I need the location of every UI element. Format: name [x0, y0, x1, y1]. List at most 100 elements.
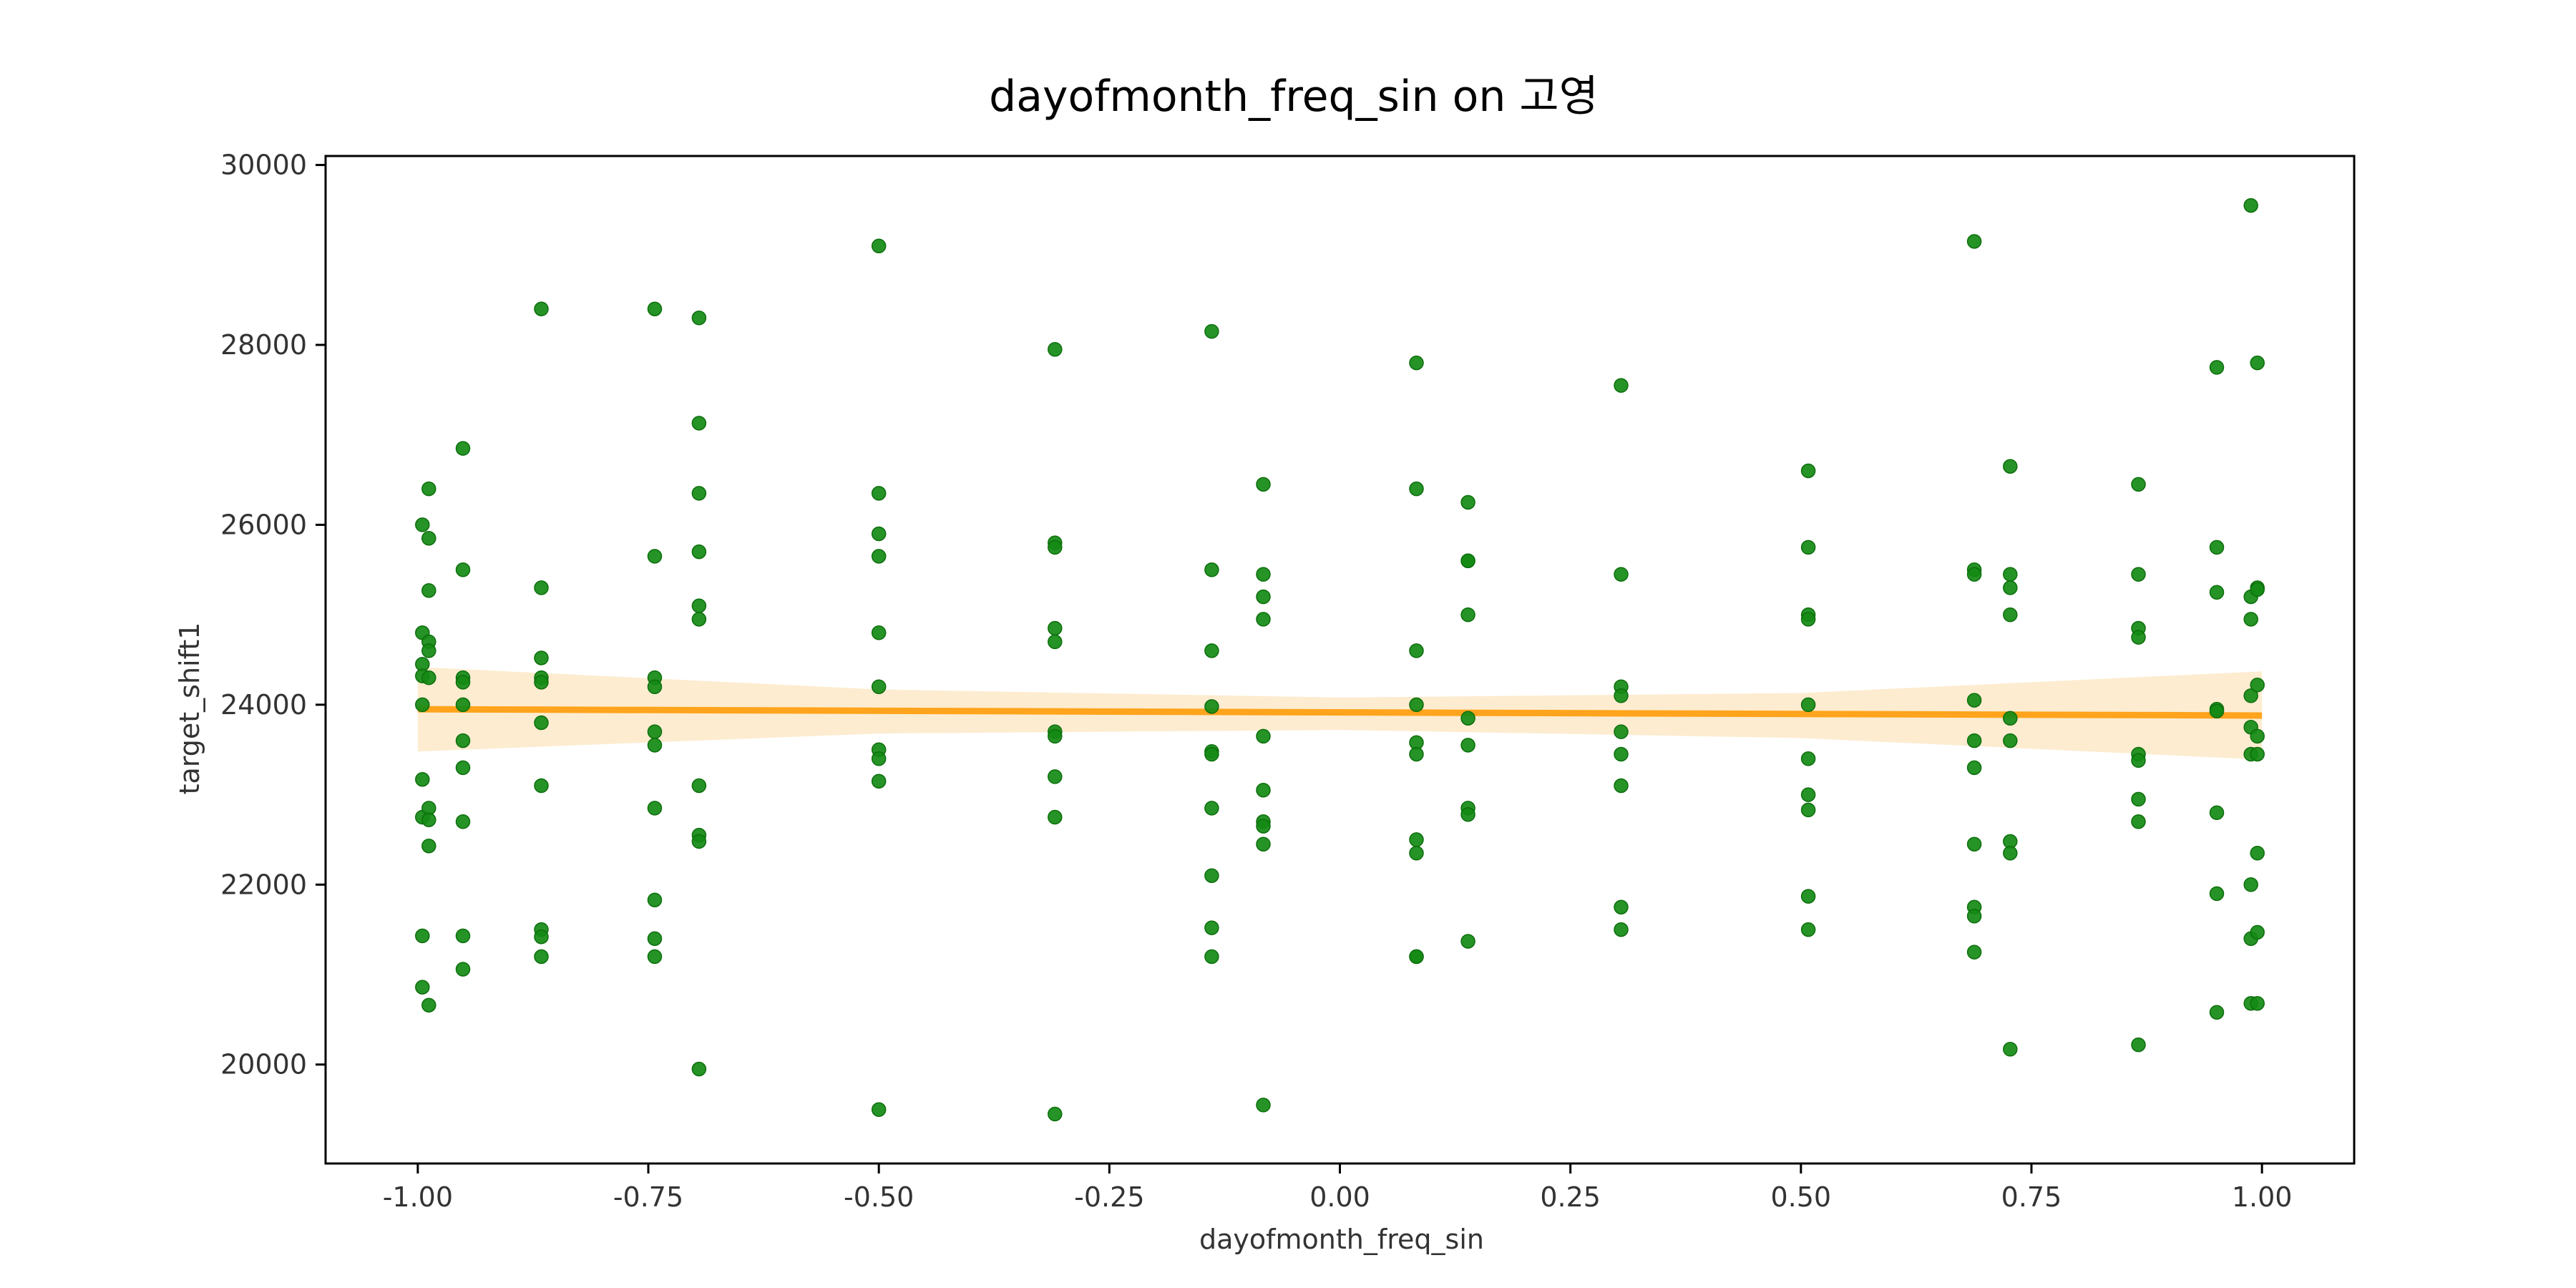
scatter-point [2209, 1005, 2225, 1020]
scatter-point [1048, 342, 1063, 357]
scatter-point [1204, 643, 1219, 658]
scatter-point [415, 980, 430, 995]
scatter-point [1460, 607, 1475, 623]
scatter-point [1204, 920, 1219, 935]
scatter-point [534, 929, 549, 945]
scatter-point [1409, 697, 1424, 713]
scatter-point [1256, 836, 1271, 852]
scatter-point [421, 582, 436, 598]
scatter-point [2250, 746, 2265, 762]
scatter-point [647, 931, 663, 946]
scatter-point [2250, 728, 2265, 744]
scatter-point [534, 715, 549, 731]
scatter-point [871, 625, 887, 640]
scatter-point [871, 679, 887, 694]
scatter-point [1460, 553, 1475, 568]
scatter-point [1409, 846, 1424, 861]
scatter-point [1614, 922, 1629, 937]
scatter-point [647, 679, 663, 694]
scatter-point [2131, 567, 2146, 582]
scatter-point [2243, 877, 2258, 892]
scatter-point [1800, 802, 1816, 818]
scatter-point [455, 962, 471, 977]
scatter-point [1460, 806, 1475, 822]
scatter-point [691, 778, 707, 794]
scatter-point [2250, 924, 2265, 940]
scatter-point [1800, 751, 1816, 766]
scatter-point [534, 949, 549, 965]
scatter-point [1460, 934, 1475, 949]
x-tick-label: -0.50 [844, 1181, 914, 1213]
x-tick-label: 1.00 [2232, 1181, 2293, 1213]
scatter-point [647, 738, 663, 753]
scatter-point [691, 834, 707, 849]
scatter-point [1460, 494, 1475, 510]
scatter-point [534, 580, 549, 595]
scatter-point [2243, 612, 2258, 627]
x-tick-label: 0.50 [1771, 1181, 1832, 1213]
scatter-point [691, 1061, 707, 1077]
scatter-point [871, 526, 887, 542]
scatter-point [2131, 477, 2146, 492]
scatter-point [415, 928, 430, 944]
scatter-point [1966, 760, 1982, 776]
scatter-point [1204, 699, 1219, 714]
scatter-point [1204, 746, 1219, 762]
scatter-point [2250, 355, 2265, 371]
scatter-point [1048, 728, 1063, 744]
scatter-point [1800, 922, 1816, 937]
scatter-point [1256, 589, 1271, 605]
scatter-point [1204, 868, 1219, 883]
y-tick-label: 22000 [220, 869, 307, 900]
scatter-point [1256, 1098, 1271, 1113]
scatter-point [691, 486, 707, 501]
scatter-point [421, 531, 436, 546]
scatter-point [1048, 1106, 1063, 1122]
scatter-point [2209, 585, 2225, 600]
chart-title: dayofmonth_freq_sin on 고영 [989, 72, 1599, 122]
y-tick-label: 24000 [220, 689, 307, 721]
y-tick-label: 30000 [220, 150, 307, 181]
y-tick-label: 20000 [220, 1049, 307, 1080]
scatter-point [2209, 703, 2225, 718]
scatter-point [1409, 355, 1424, 371]
scatter-point [455, 562, 471, 577]
scatter-point [421, 670, 436, 686]
scatter-point [647, 892, 663, 907]
scatter-point [2003, 580, 2018, 595]
scatter-point [1048, 634, 1063, 650]
y-tick-label: 26000 [220, 509, 307, 540]
scatter-point [421, 481, 436, 497]
scatter-point [421, 812, 436, 828]
scatter-point [1204, 562, 1219, 577]
x-tick-label: -1.00 [383, 1181, 453, 1213]
scatter-point [2243, 688, 2258, 703]
scatter-point [1966, 234, 1982, 249]
scatter-point [1048, 540, 1063, 555]
scatter-point [1800, 540, 1816, 555]
scatter-point [415, 697, 430, 713]
scatter-point [2131, 753, 2146, 769]
scatter-point [871, 774, 887, 789]
scatter-point [691, 612, 707, 627]
regression-line [417, 706, 2263, 719]
scatter-point [1460, 738, 1475, 753]
x-tick-label: -0.75 [613, 1181, 683, 1213]
scatter-point [2131, 791, 2146, 807]
x-axis: -1.00 -0.75 -0.50 -0.25 0.00 0.25 0.50 0.75 1.00 [383, 1163, 2293, 1213]
scatter-point [1966, 909, 1982, 924]
scatter-point [455, 733, 471, 748]
scatter-point [1409, 832, 1424, 847]
scatter-point [1800, 463, 1816, 479]
scatter-point [2250, 677, 2265, 693]
x-tick-label: 0.25 [1540, 1181, 1601, 1213]
x-tick-label: 0.75 [2001, 1181, 2062, 1213]
scatter-point [1409, 949, 1424, 965]
scatter-point [2003, 846, 2018, 861]
scatter-point [2209, 540, 2225, 555]
scatter-point [2131, 1037, 2146, 1053]
scatter-point [1614, 567, 1629, 582]
scatter-point [1966, 945, 1982, 960]
scatter-point [1256, 477, 1271, 492]
scatter-point [1256, 567, 1271, 582]
